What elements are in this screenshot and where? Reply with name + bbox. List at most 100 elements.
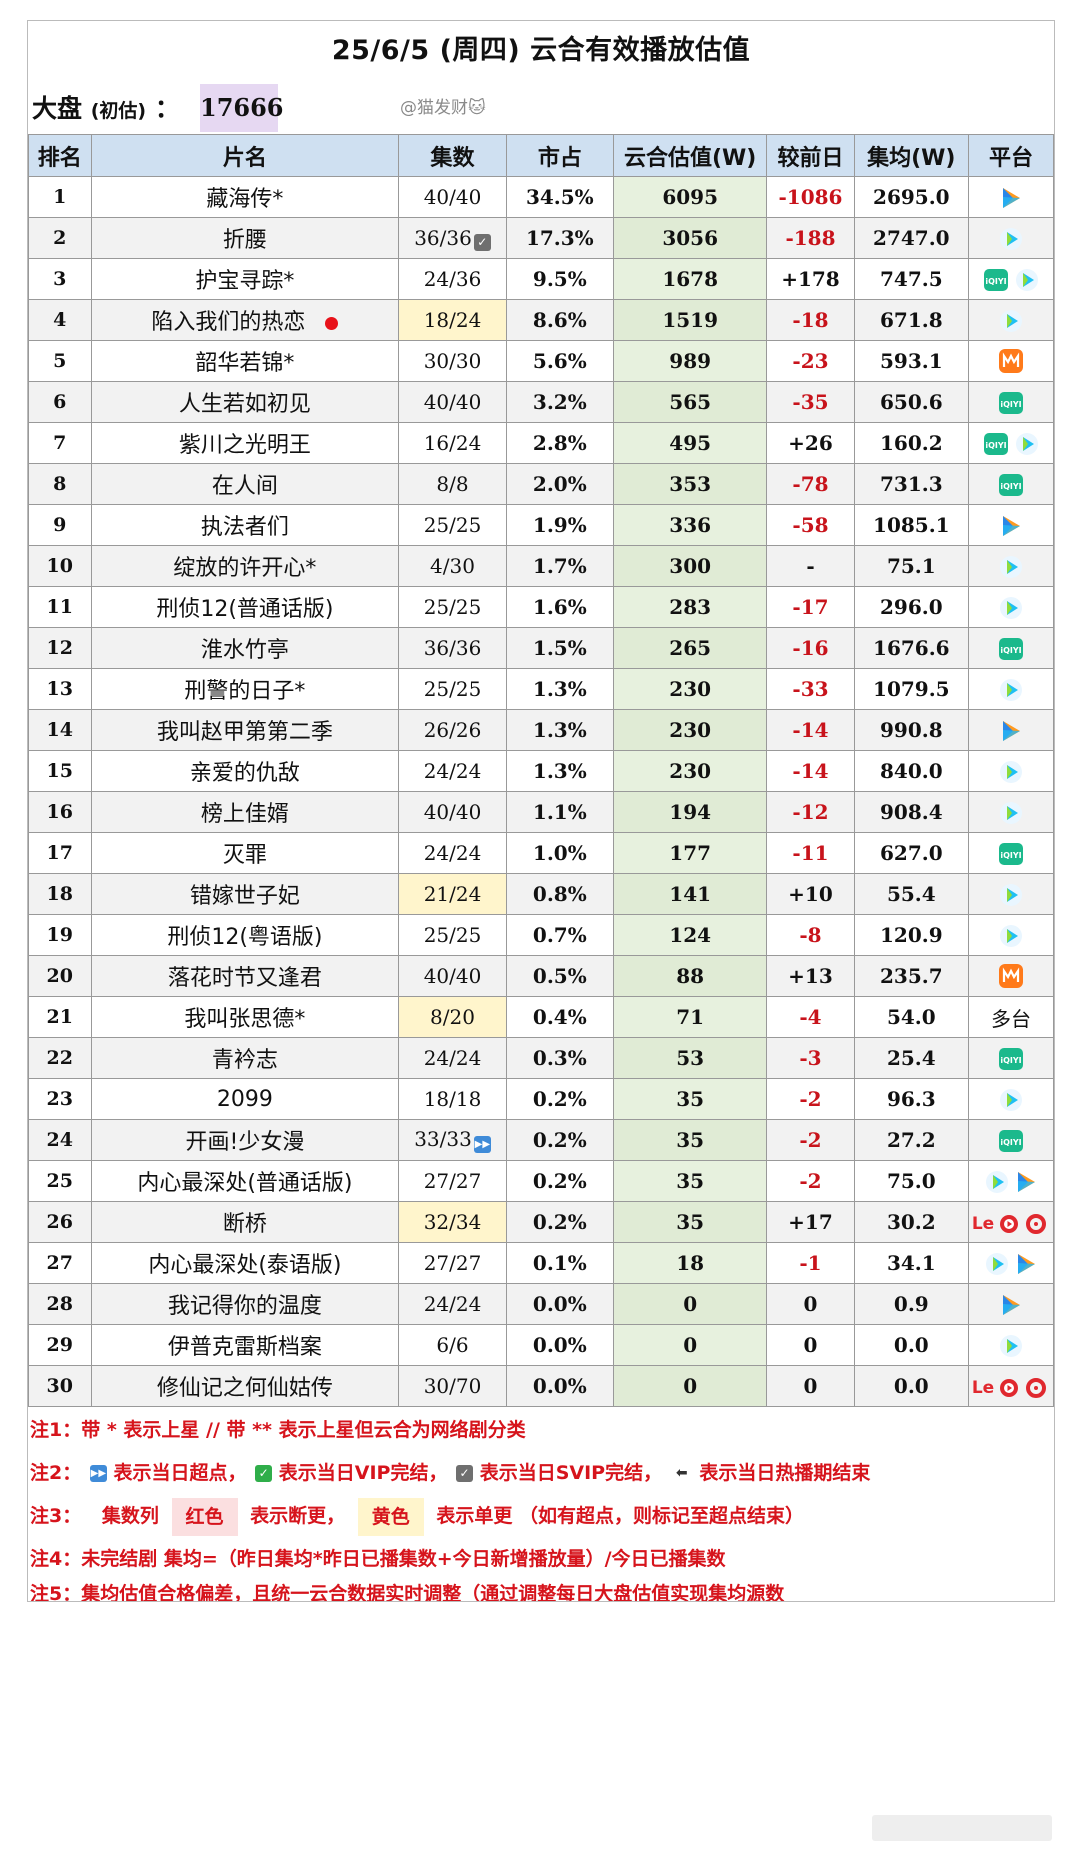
table-row: 28 我记得你的温度 24/24 0.0% 0 0 0.9 [28, 1283, 1054, 1325]
episodes-cell-text: 18/18 [423, 1087, 482, 1111]
change-cell-text: -35 [792, 390, 829, 414]
change-cell: -16 [766, 627, 855, 669]
svg-text:iQIYI: iQIYI [1000, 1056, 1021, 1065]
platform-cell [968, 340, 1054, 382]
estimate-cell-text: 6095 [662, 185, 718, 209]
estimate-cell-text: 35 [676, 1210, 705, 1234]
youku-icon [1015, 268, 1039, 292]
estimate-cell: 1678 [612, 258, 768, 300]
share-cell: 3.2% [505, 381, 615, 423]
youku-icon [999, 801, 1023, 825]
table-row: 27 内心最深处(泰语版) 27/27 0.1% 18 -1 34.1 [28, 1242, 1054, 1284]
col-header-rank: 排名 [28, 134, 92, 177]
episodes-cell-text: 25/25 [423, 595, 482, 619]
episodes-cell-text: 24/24 [423, 841, 482, 865]
average-cell: 96.3 [853, 1078, 970, 1120]
page-title: 25/6/5 (周四) 云合有效播放估值 [331, 35, 751, 66]
episodes-cell: 27/27 [398, 1160, 507, 1202]
note-3-col: 集数列 [101, 1505, 159, 1527]
tencent-video-icon [1000, 719, 1022, 743]
change-cell: +178 [766, 258, 855, 300]
change-cell: +17 [766, 1201, 855, 1243]
svg-text:iQIYI: iQIYI [1000, 482, 1021, 491]
title-cell-text: 刑侦12(粤语版) [167, 925, 323, 950]
ranking-table: 排名 片名 集数 市占 云合估值(W) 较前日 集均(W) 平台 1 藏海传* 40… [28, 134, 1054, 1407]
estimate-cell-text: 124 [669, 923, 712, 947]
rank-cell: 17 [28, 832, 92, 874]
notes-section: 注1：带 * 表示上星 // 带 ** 表示上星但云合为网络剧分类 注2： ▶▶… [28, 1407, 1054, 1601]
title-cell: 断桥 [90, 1201, 400, 1243]
rank-cell: 28 [28, 1283, 92, 1325]
change-cell-text: -58 [792, 513, 829, 537]
table-row: 21 我叫张思德* 8/20 0.4% 71 -4 54.0 多台 [28, 996, 1054, 1038]
tencent-video-icon [1000, 514, 1022, 538]
rank-cell: 21 [28, 996, 92, 1038]
change-cell-text: -1 [799, 1251, 822, 1275]
episodes-cell: 26/26 [398, 709, 507, 751]
platform-cell: iQIYI [968, 422, 1054, 464]
rank-cell: 18 [28, 873, 92, 915]
change-cell-text: -2 [799, 1087, 822, 1111]
estimate-cell-text: 230 [669, 759, 712, 783]
estimate-cell-text: 88 [676, 964, 705, 988]
episodes-cell-text: 27/27 [423, 1251, 482, 1275]
episodes-cell: 8/8 [398, 463, 507, 505]
episodes-cell-text: 24/24 [423, 1292, 482, 1316]
average-cell: 54.0 [853, 996, 970, 1038]
change-cell: -4 [766, 996, 855, 1038]
rank-cell-text: 29 [46, 1334, 73, 1356]
average-cell-text: 75.1 [886, 554, 936, 578]
share-cell-text: 0.4% [532, 1005, 587, 1029]
estimate-cell: 35 [612, 1160, 768, 1202]
youku-icon [999, 1088, 1023, 1112]
title-cell-text: 榜上佳婿 [200, 802, 289, 827]
tencent-video-icon [1000, 186, 1022, 210]
estimate-cell-text: 3056 [662, 226, 718, 250]
svip-check-icon: ✓ [473, 233, 491, 251]
title-cell-text: 我叫赵甲第第二季 [156, 720, 333, 745]
average-cell-text: 2695.0 [873, 185, 950, 209]
average-cell: 0.9 [853, 1283, 970, 1325]
note-3-prefix: 注3： [30, 1505, 82, 1527]
estimate-cell-text: 141 [669, 882, 712, 906]
episodes-cell-text: 36/36 [414, 225, 472, 250]
platform-cell [968, 1160, 1054, 1202]
share-cell-text: 1.1% [532, 800, 587, 824]
change-cell: +10 [766, 873, 855, 915]
average-cell-text: 34.1 [886, 1251, 936, 1275]
rank-cell: 5 [28, 340, 92, 382]
share-cell-text: 1.0% [532, 841, 587, 865]
iqiyi-icon: iQIYI [998, 1047, 1024, 1071]
estimate-cell-text: 35 [676, 1128, 705, 1152]
share-cell-text: 0.0% [532, 1333, 587, 1357]
platform-cell [968, 504, 1054, 546]
col-header-change: 较前日 [766, 134, 855, 177]
platform-cell [968, 545, 1054, 587]
title-cell: 落花时节又逢君 [90, 955, 400, 997]
average-cell: 160.2 [853, 422, 970, 464]
rank-cell: 9 [28, 504, 92, 546]
title-cell-text: 护宝寻踪* [195, 269, 295, 294]
rank-cell: 7 [28, 422, 92, 464]
share-cell: 1.1% [505, 791, 615, 833]
average-cell-text: 0.9 [893, 1292, 929, 1316]
note-3-yellow-chip: 黄色 [357, 1497, 424, 1536]
change-cell-text: 0 [803, 1374, 818, 1398]
share-cell: 9.5% [505, 258, 615, 300]
change-cell-text: -33 [792, 677, 829, 701]
red-ring-icon [1025, 1213, 1047, 1234]
vip-check-icon: ✓ [255, 1465, 273, 1482]
episodes-cell: 27/27 [398, 1242, 507, 1284]
col-header-estimate: 云合估值(W) [612, 134, 768, 177]
estimate-cell-text: 265 [669, 636, 712, 660]
average-cell: 120.9 [853, 914, 970, 956]
estimate-cell: 336 [612, 504, 768, 546]
title-cell: 我叫张思德* [90, 996, 400, 1038]
platform-cell: 多台 [968, 996, 1054, 1038]
estimate-cell-text: 283 [669, 595, 712, 619]
episodes-cell-text: 26/26 [423, 718, 482, 742]
change-cell-text: +13 [788, 964, 833, 988]
change-cell-text: 0 [803, 1333, 818, 1357]
table-row: 13 刑警的日子* 25/25 1.3% 230 -33 1079.5 [28, 668, 1054, 710]
title-cell-text: 藏海传* [206, 187, 284, 212]
